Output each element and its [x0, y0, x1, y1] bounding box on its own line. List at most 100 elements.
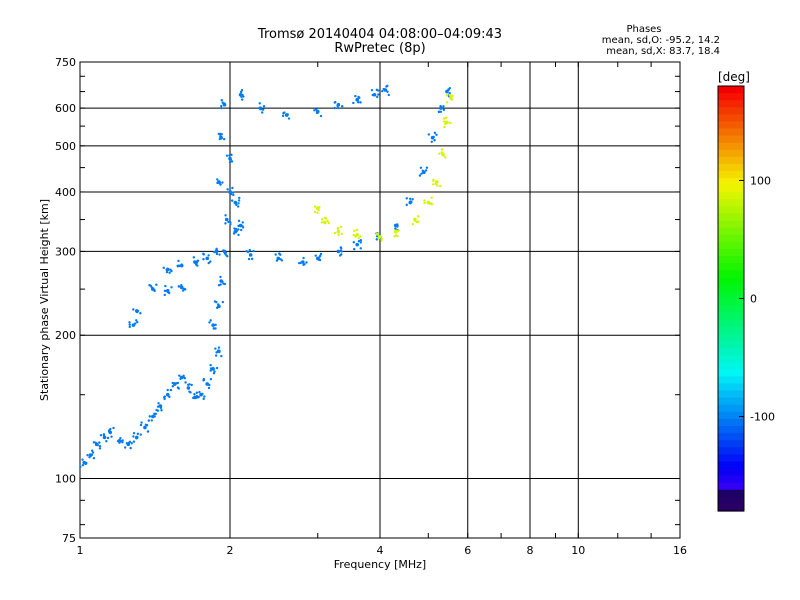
data-point	[219, 283, 222, 286]
colorbar-segment	[718, 227, 744, 236]
data-point	[219, 134, 222, 138]
data-point	[205, 382, 209, 386]
data-point	[215, 252, 219, 256]
data-point	[150, 419, 154, 422]
data-point	[425, 166, 429, 169]
data-point	[209, 367, 213, 370]
data-point	[99, 433, 103, 437]
colorbar-unit-label: [deg]	[718, 70, 750, 84]
data-point	[352, 233, 355, 237]
data-point	[128, 321, 131, 324]
data-point	[423, 199, 426, 202]
data-point	[356, 101, 360, 104]
data-point	[287, 117, 291, 120]
data-point	[192, 396, 195, 400]
data-point	[237, 228, 240, 231]
colorbar-segment	[718, 185, 744, 193]
data-point	[169, 388, 173, 392]
data-point	[212, 327, 216, 330]
data-point	[207, 386, 211, 390]
data-point	[139, 423, 143, 427]
colorbar-segment	[718, 263, 744, 271]
data-point	[226, 188, 229, 191]
data-point	[215, 247, 218, 251]
colorbar-tick-label: -100	[750, 411, 775, 424]
data-point	[229, 190, 232, 193]
data-point	[450, 98, 454, 101]
colorbar-segment	[718, 418, 744, 427]
data-point	[411, 198, 414, 201]
x-tick-label: 6	[464, 544, 471, 557]
data-point	[274, 253, 277, 256]
data-point	[187, 383, 190, 387]
data-point	[217, 303, 220, 306]
data-point	[207, 254, 210, 257]
colorbar-segment	[718, 426, 744, 434]
data-point	[102, 433, 106, 436]
data-point	[376, 95, 379, 99]
data-point	[336, 249, 341, 254]
data-point	[179, 377, 182, 380]
colorbar-segment	[718, 503, 744, 512]
data-point	[136, 432, 140, 436]
data-point	[218, 137, 222, 141]
colorbar-segment	[718, 149, 744, 158]
data-point	[430, 140, 433, 143]
data-point	[127, 441, 131, 445]
data-point	[433, 139, 436, 142]
data-point	[411, 222, 415, 226]
data-point	[79, 465, 82, 469]
data-point	[224, 214, 227, 217]
data-point	[327, 221, 331, 225]
data-point	[106, 436, 110, 440]
data-point	[128, 323, 131, 326]
data-point	[239, 90, 243, 94]
data-point	[323, 216, 327, 219]
data-point	[84, 462, 87, 466]
data-point	[375, 238, 378, 241]
data-point	[318, 256, 321, 259]
data-point	[338, 254, 342, 257]
data-point	[129, 446, 132, 450]
x-tick-label: 8	[527, 544, 534, 557]
data-point	[442, 105, 445, 108]
data-point	[241, 98, 244, 101]
colorbar-segment	[718, 121, 744, 130]
data-point	[119, 436, 122, 440]
data-point	[275, 259, 279, 262]
data-point	[156, 409, 160, 412]
data-point	[340, 247, 343, 250]
data-point	[159, 406, 163, 410]
data-point	[352, 101, 355, 105]
colorbar-segment	[718, 411, 744, 420]
data-point	[341, 104, 344, 108]
data-point	[432, 135, 435, 139]
data-point	[208, 383, 211, 387]
data-point	[252, 249, 255, 253]
data-point	[110, 435, 113, 438]
data-point	[336, 104, 339, 108]
data-point	[162, 266, 165, 270]
data-point	[170, 286, 173, 289]
data-point	[163, 397, 166, 401]
data-point	[421, 169, 424, 172]
data-point	[123, 446, 127, 449]
data-point	[163, 293, 166, 297]
colorbar-segment	[718, 135, 744, 144]
data-point	[221, 300, 225, 304]
colorbar-segment	[718, 298, 744, 307]
data-point	[442, 117, 446, 120]
colorbar-segment	[718, 404, 744, 413]
data-point	[90, 453, 94, 456]
data-point	[219, 132, 222, 136]
data-point	[418, 174, 422, 177]
data-point	[237, 233, 240, 237]
data-point	[316, 207, 319, 210]
data-point	[81, 463, 85, 467]
data-point	[92, 441, 96, 444]
data-point	[336, 226, 340, 230]
data-point	[209, 378, 213, 381]
data-point	[88, 455, 91, 459]
data-point	[216, 178, 219, 181]
data-point	[218, 253, 221, 256]
